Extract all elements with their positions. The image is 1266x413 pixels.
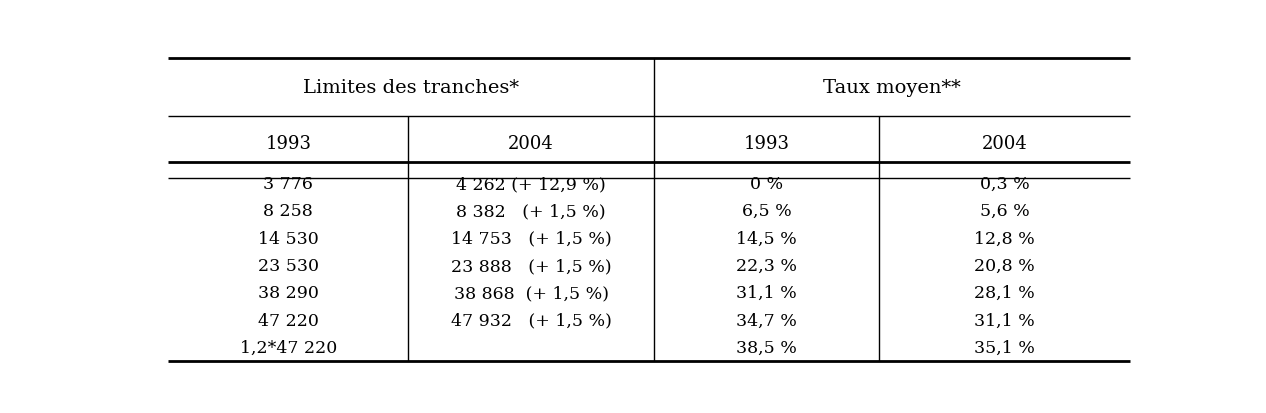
Text: 38 290: 38 290 bbox=[258, 285, 319, 301]
Text: 0 %: 0 % bbox=[749, 176, 784, 192]
Text: Limites des tranches*: Limites des tranches* bbox=[303, 79, 519, 97]
Text: 23 530: 23 530 bbox=[258, 257, 319, 274]
Text: 8 258: 8 258 bbox=[263, 203, 313, 220]
Text: 3 776: 3 776 bbox=[263, 176, 313, 192]
Text: 8 382   (+ 1,5 %): 8 382 (+ 1,5 %) bbox=[456, 203, 606, 220]
Text: 28,1 %: 28,1 % bbox=[974, 285, 1034, 301]
Text: 4 262 (+ 12,9 %): 4 262 (+ 12,9 %) bbox=[456, 176, 606, 192]
Text: 38,5 %: 38,5 % bbox=[736, 339, 798, 356]
Text: 31,1 %: 31,1 % bbox=[737, 285, 796, 301]
Text: 14,5 %: 14,5 % bbox=[737, 230, 796, 247]
Text: 31,1 %: 31,1 % bbox=[974, 312, 1034, 329]
Text: 1993: 1993 bbox=[266, 134, 311, 152]
Text: 12,8 %: 12,8 % bbox=[974, 230, 1034, 247]
Text: 6,5 %: 6,5 % bbox=[742, 203, 791, 220]
Text: 47 932   (+ 1,5 %): 47 932 (+ 1,5 %) bbox=[451, 312, 611, 329]
Text: 2004: 2004 bbox=[508, 134, 555, 152]
Text: 0,3 %: 0,3 % bbox=[980, 176, 1029, 192]
Text: 20,8 %: 20,8 % bbox=[974, 257, 1034, 274]
Text: 47 220: 47 220 bbox=[258, 312, 319, 329]
Text: 22,3 %: 22,3 % bbox=[736, 257, 798, 274]
Text: 23 888   (+ 1,5 %): 23 888 (+ 1,5 %) bbox=[451, 257, 611, 274]
Text: Taux moyen**: Taux moyen** bbox=[823, 79, 961, 97]
Text: 1,2*47 220: 1,2*47 220 bbox=[239, 339, 337, 356]
Text: 35,1 %: 35,1 % bbox=[974, 339, 1034, 356]
Text: 5,6 %: 5,6 % bbox=[980, 203, 1029, 220]
Text: 2004: 2004 bbox=[981, 134, 1028, 152]
Text: 14 530: 14 530 bbox=[258, 230, 319, 247]
Text: 34,7 %: 34,7 % bbox=[736, 312, 798, 329]
Text: 14 753   (+ 1,5 %): 14 753 (+ 1,5 %) bbox=[451, 230, 611, 247]
Text: 38 868  (+ 1,5 %): 38 868 (+ 1,5 %) bbox=[453, 285, 609, 301]
Text: 1993: 1993 bbox=[743, 134, 790, 152]
